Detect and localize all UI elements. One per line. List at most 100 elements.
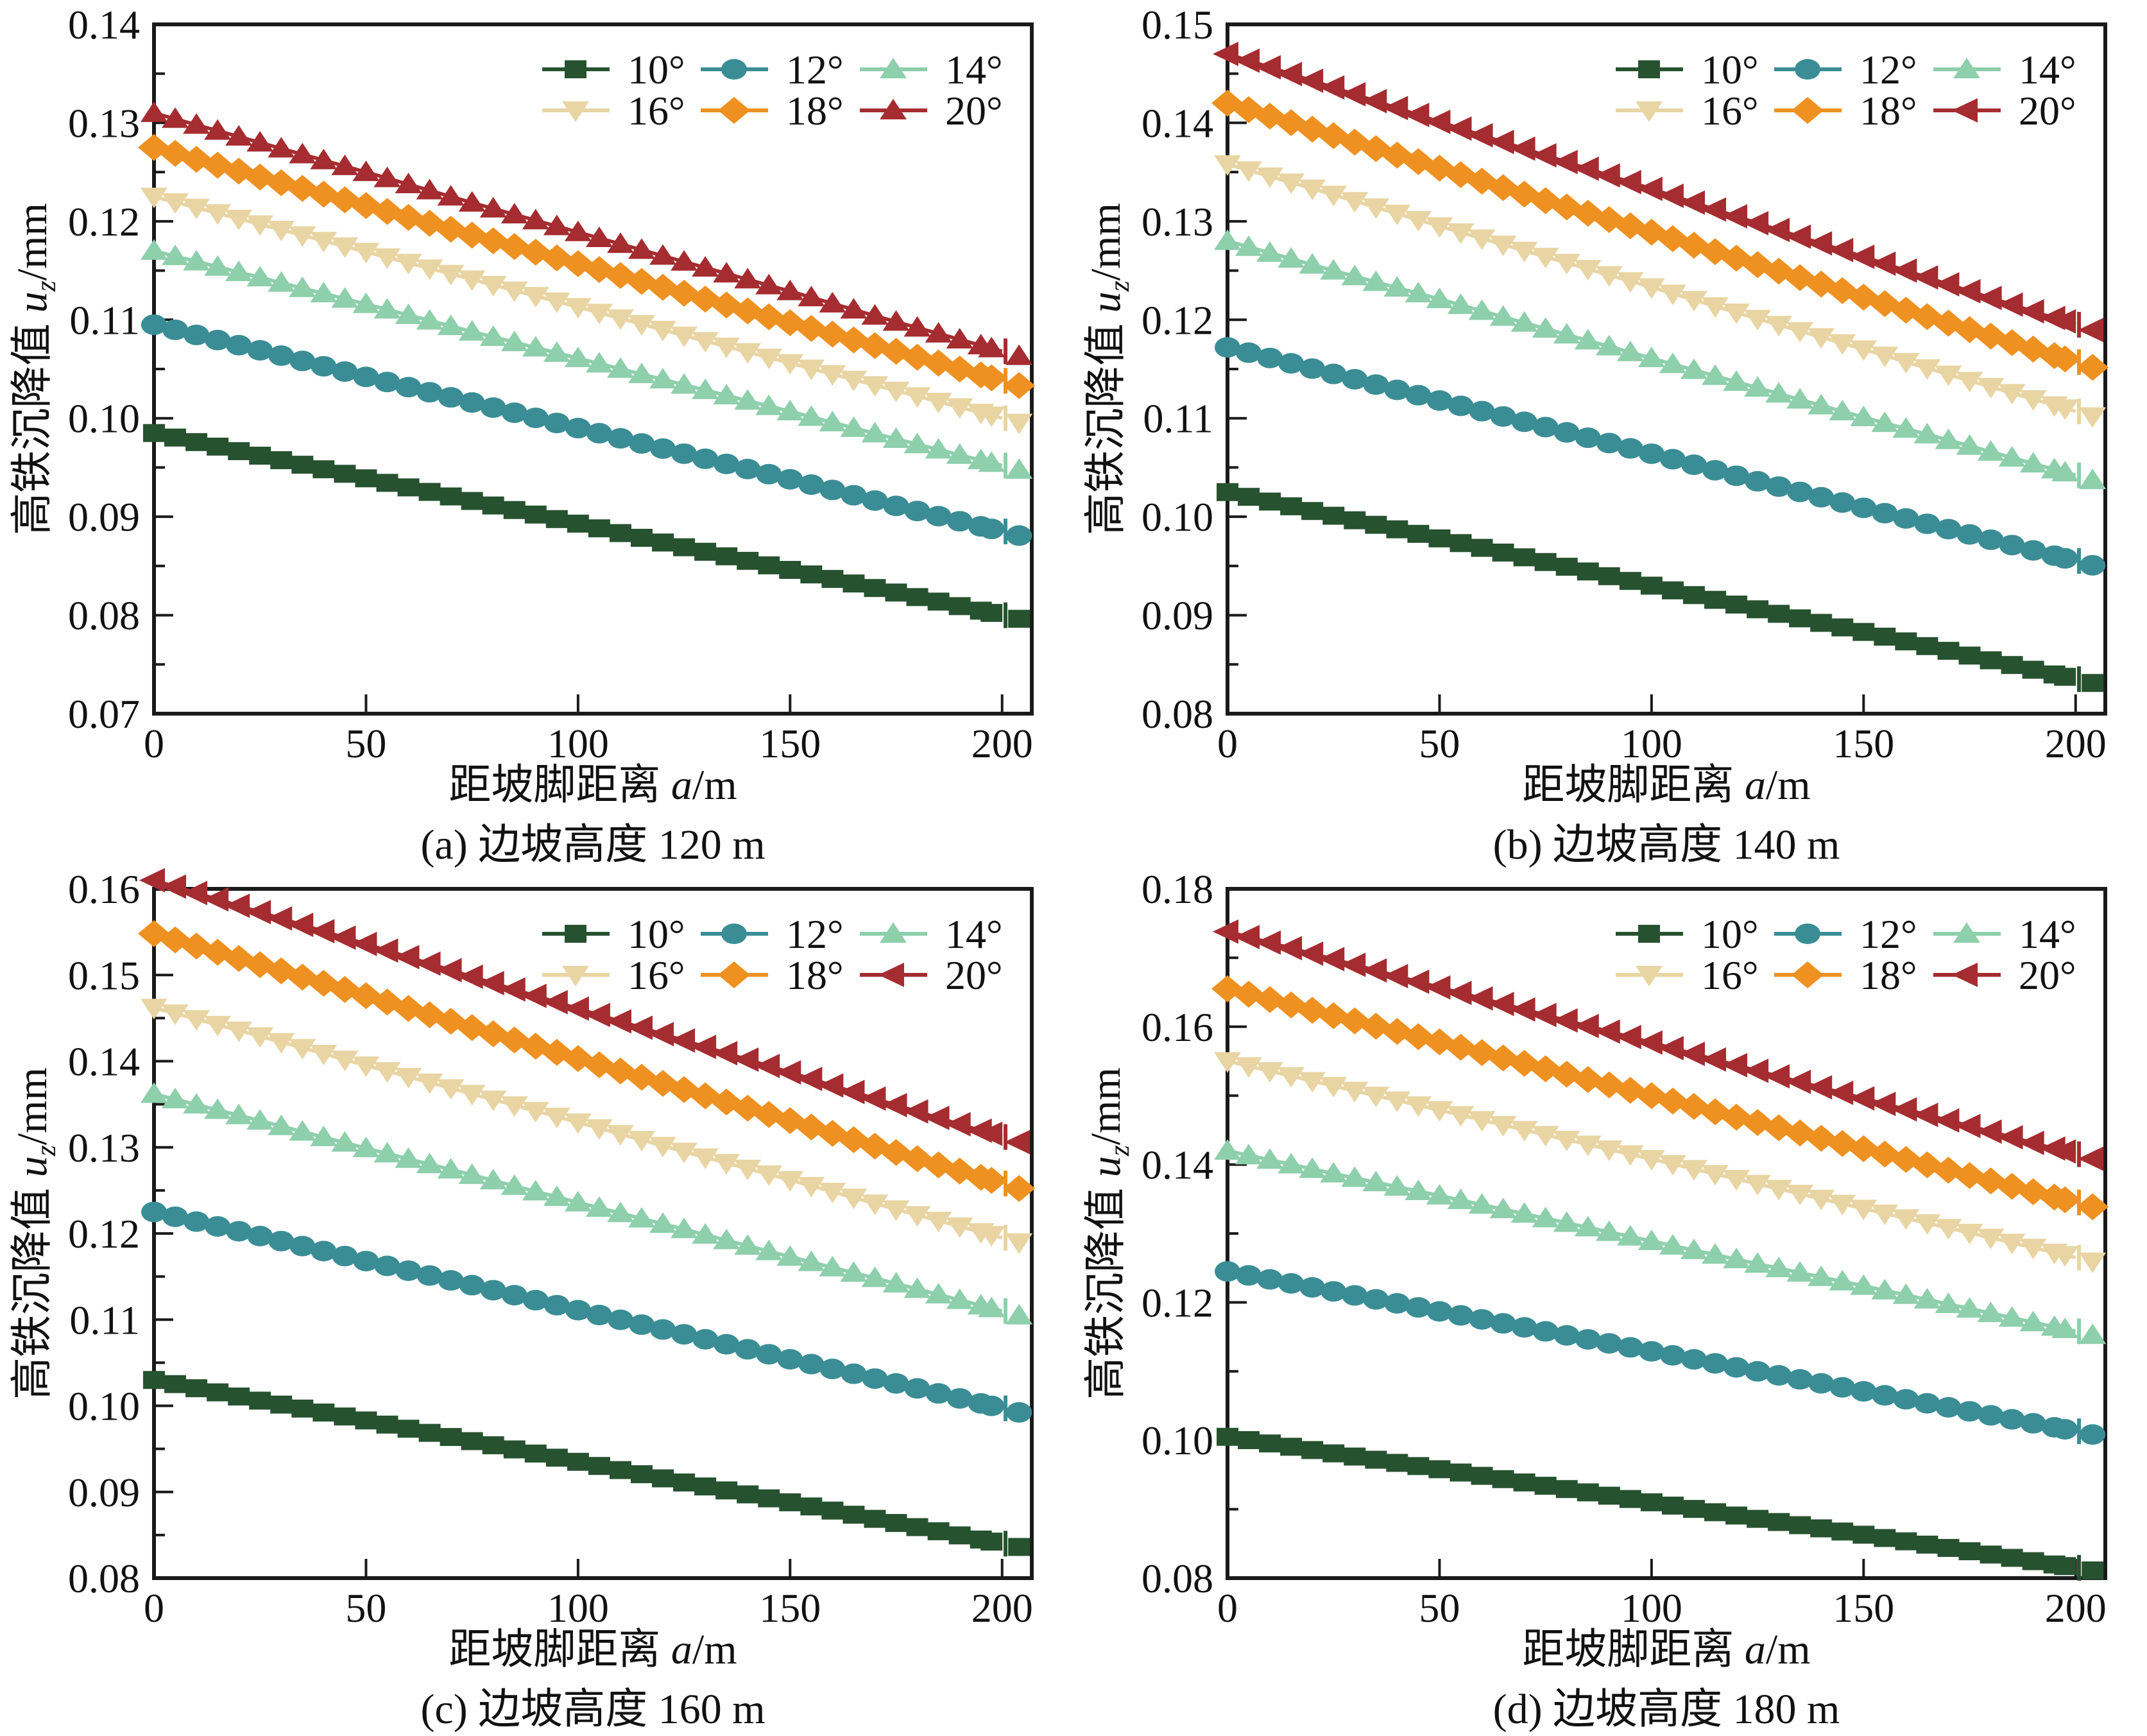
- data-point-marker: [1238, 488, 1260, 506]
- data-point-marker: [289, 350, 316, 372]
- series-20deg: [141, 101, 1033, 365]
- data-point-marker: [1450, 1463, 1472, 1482]
- data-point-marker: [373, 248, 401, 270]
- data-point-marker: [1659, 1233, 1686, 1255]
- data-point-marker: [2018, 1130, 2044, 1155]
- data-point-marker: [734, 1234, 762, 1255]
- data-point-marker: [1682, 1500, 1705, 1518]
- data-point-marker: [331, 154, 359, 175]
- data-point-marker: [1234, 48, 1260, 73]
- data-point-marker: [1256, 1148, 1284, 1169]
- data-point-marker: [1808, 328, 1835, 349]
- data-point-marker: [1659, 352, 1686, 374]
- data-point-marker: [2020, 540, 2046, 561]
- data-point-marker: [459, 392, 485, 413]
- data-point-marker: [1361, 89, 1387, 114]
- data-point-marker: [2019, 1239, 2047, 1260]
- data-point-marker: [1598, 567, 1620, 585]
- data-point-marker: [418, 1423, 441, 1442]
- data-point-marker: [185, 433, 208, 451]
- data-point-marker: [2050, 309, 2076, 334]
- data-point-marker: [1238, 1431, 1260, 1449]
- data-point-marker: [1638, 347, 1665, 368]
- data-point-marker: [499, 977, 526, 1002]
- data-point-marker: [628, 1131, 655, 1152]
- data-point-marker: [1724, 1357, 1750, 1378]
- data-point-marker: [416, 382, 443, 403]
- data-point-marker: [204, 1098, 232, 1119]
- data-point-marker: [1383, 204, 1411, 225]
- data-point-marker: [437, 314, 465, 336]
- data-point-marker: [458, 320, 486, 341]
- data-point-marker: [1916, 637, 1938, 655]
- data-point-marker: [224, 893, 250, 918]
- data-point-marker: [482, 1436, 504, 1454]
- data-point-marker: [819, 479, 846, 501]
- data-point-marker: [1280, 497, 1303, 515]
- data-point-marker: [1428, 529, 1451, 547]
- legend-item-10deg: 10°: [1616, 47, 1759, 92]
- data-point-marker: [374, 1255, 400, 1276]
- data-point-marker: [607, 428, 633, 449]
- data-point-marker: [1680, 1238, 1707, 1259]
- series-final-marker: [1003, 372, 1036, 399]
- data-point-marker: [310, 1044, 338, 1065]
- data-point-marker: [692, 1328, 719, 1350]
- x-axis-label: 距坡脚距离 a/m: [449, 1626, 737, 1673]
- data-point-marker: [1956, 1297, 1983, 1318]
- data-point-marker: [650, 438, 676, 459]
- data-point-marker: [268, 345, 295, 366]
- x-axis-label: 距坡脚距离 a/m: [449, 762, 737, 809]
- legend-marker: [880, 99, 907, 119]
- legend-marker: [1795, 924, 1820, 944]
- data-point-marker: [1426, 1183, 1453, 1205]
- data-point-marker: [1320, 1077, 1347, 1098]
- data-point-marker: [1808, 1189, 1835, 1210]
- series-final-marker: [2079, 1323, 2107, 1345]
- data-point-marker: [756, 463, 782, 485]
- data-point-marker: [758, 1489, 780, 1508]
- x-tick-label: 0: [1217, 1585, 1238, 1631]
- data-point-marker: [461, 492, 483, 510]
- series-final-marker: [1008, 1538, 1031, 1556]
- x-tick-label: 50: [345, 1585, 386, 1631]
- data-point-marker: [1595, 1140, 1623, 1161]
- data-point-marker: [1553, 1211, 1580, 1232]
- data-point-marker: [861, 304, 889, 325]
- data-point-marker: [352, 1056, 380, 1078]
- data-point-marker: [225, 125, 253, 146]
- data-point-marker: [289, 1235, 316, 1257]
- data-point-marker: [1468, 229, 1496, 250]
- legend-marker: [562, 101, 589, 122]
- y-tick-label: 0.14: [68, 1039, 140, 1085]
- data-point-marker: [416, 309, 443, 330]
- data-point-marker: [1363, 374, 1389, 395]
- data-point-marker: [1319, 947, 1345, 972]
- data-point-marker: [1552, 150, 1578, 175]
- data-point-marker: [1446, 116, 1472, 141]
- data-point-marker: [1365, 1450, 1387, 1469]
- data-point-marker: [692, 1148, 719, 1169]
- data-point-marker: [418, 483, 441, 501]
- data-point-marker: [458, 1085, 486, 1106]
- data-point-marker: [331, 1131, 359, 1152]
- data-point-marker: [1467, 986, 1493, 1011]
- x-tick-label: 150: [759, 1585, 821, 1631]
- data-point-marker: [1956, 1401, 1983, 1422]
- data-point-marker: [1958, 1542, 1981, 1561]
- data-point-marker: [731, 1094, 764, 1122]
- data-point-marker: [1386, 520, 1408, 538]
- data-point-marker: [268, 271, 295, 292]
- data-point-marker: [330, 925, 356, 950]
- data-point-marker: [734, 268, 762, 289]
- data-point-marker: [1577, 1483, 1599, 1502]
- data-point-marker: [1850, 406, 1878, 427]
- data-point-marker: [798, 286, 825, 307]
- data-point-marker: [334, 1407, 356, 1426]
- data-point-marker: [520, 983, 547, 1008]
- series-final-marker: [1005, 1303, 1033, 1325]
- data-point-marker: [1806, 231, 1833, 256]
- data-point-marker: [1530, 1002, 1557, 1027]
- data-point-marker: [183, 198, 210, 219]
- series-final-marker: [1005, 1233, 1033, 1254]
